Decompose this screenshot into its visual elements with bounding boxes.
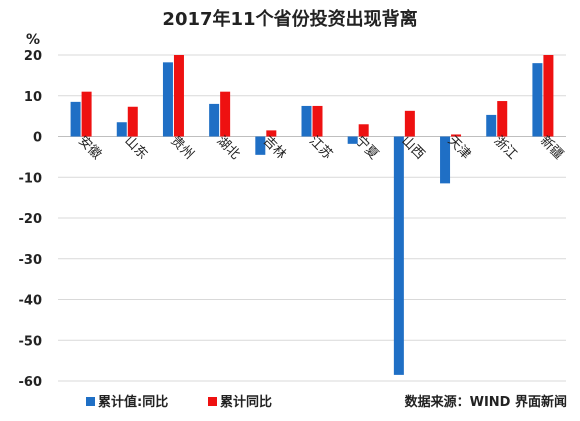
y-tick-label: 10 [24, 90, 42, 105]
category-label: 江苏 [306, 133, 336, 163]
category-label: 安徽 [75, 134, 104, 163]
category-label: 贵州 [167, 134, 196, 163]
bar-1-江苏 [301, 105, 312, 137]
y-tick-label: -20 [19, 212, 43, 227]
bar-1-宁夏 [347, 136, 358, 144]
y-tick-label: -10 [19, 171, 43, 186]
bar-1-山东 [116, 122, 127, 137]
bar-1-天津 [440, 136, 451, 184]
bar-2-贵州 [173, 55, 184, 137]
category-label: 新疆 [537, 133, 567, 163]
legend-swatch-series-1 [86, 397, 95, 406]
bar-1-湖北 [209, 103, 220, 137]
y-tick-label: -50 [19, 334, 43, 349]
bar-2-山西 [404, 110, 415, 137]
legend-swatch-series-2 [208, 397, 217, 406]
bar-2-安徽 [81, 91, 92, 137]
bar-1-吉林 [255, 136, 266, 155]
y-axis-unit: % [26, 32, 40, 48]
y-tick-label: -30 [19, 253, 43, 268]
bar-1-安徽 [70, 101, 81, 137]
gridlines [58, 54, 566, 382]
y-tick-label: 20 [24, 49, 42, 64]
bar-1-浙江 [486, 114, 497, 137]
legend-label-series-1: 累计值:同比 [98, 394, 168, 410]
category-labels: 安徽 山东 贵州 湖北 吉林 江苏 宁夏 山西 天津 浙江 新疆 [75, 133, 567, 163]
category-label: 湖北 [214, 134, 243, 163]
category-label: 山东 [121, 134, 150, 163]
bar-2-吉林 [266, 130, 277, 137]
bar-1-新疆 [532, 63, 543, 137]
bar-2-宁夏 [358, 124, 369, 137]
bar-2-江苏 [312, 105, 323, 137]
y-tick-label: 0 [33, 131, 42, 146]
bar-2-新疆 [543, 55, 554, 137]
bar-1-贵州 [162, 62, 173, 137]
y-axis-ticks: 20 10 0 -10 -20 -30 -40 -50 -60 [19, 49, 43, 390]
legend-label-series-2: 累计同比 [220, 394, 272, 410]
bars [70, 55, 554, 375]
bar-2-浙江 [497, 101, 508, 137]
data-source-note: 数据来源：WIND 界面新闻 [405, 394, 567, 410]
y-tick-label: -40 [19, 294, 43, 309]
chart-title: 2017年11个省份投资出现背离 [162, 8, 417, 30]
bar-1-山西 [393, 136, 404, 375]
legend: 累计值:同比 累计同比 [86, 394, 272, 410]
y-tick-label: -60 [19, 375, 43, 390]
bar-2-天津 [451, 134, 462, 137]
bar-2-山东 [127, 106, 138, 137]
category-label: 浙江 [491, 134, 520, 163]
bar-2-湖北 [220, 91, 231, 137]
